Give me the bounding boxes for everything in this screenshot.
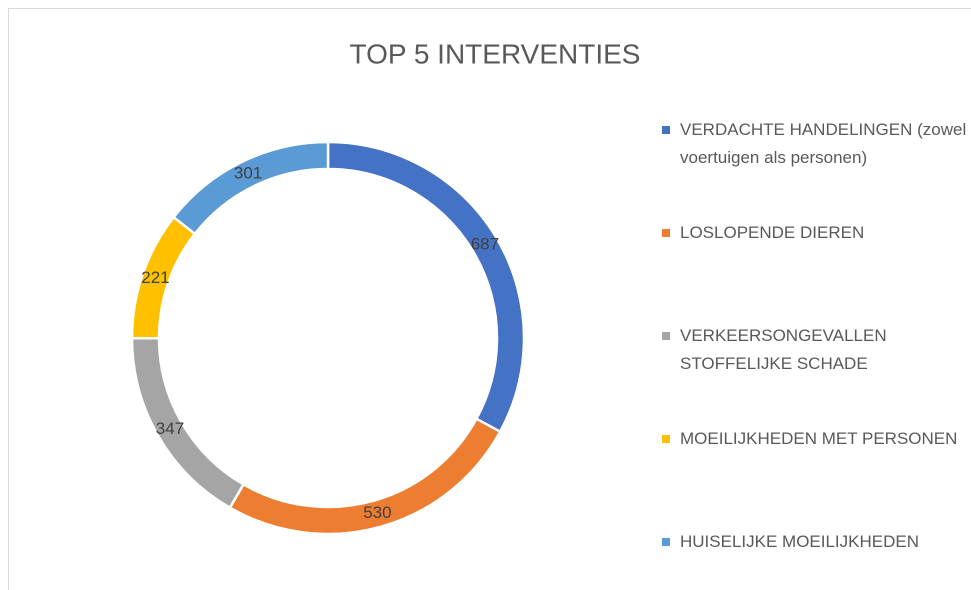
legend-entry: LOSLOPENDE DIEREN [662,219,971,247]
legend-label: VERKEERSONGEVALLEN STOFFELIJKE SCHADE [680,326,887,373]
legend-label: VERDACHTE HANDELINGEN (zowel voertuigen … [680,120,967,167]
chart-title: TOP 5 INTERVENTIES [350,38,641,69]
legend-entry: VERDACHTE HANDELINGEN (zowel voertuigen … [662,116,971,172]
legend-entry: HUISELIJKE MOEILIJKHEDEN [662,528,971,556]
data-label: 347 [156,419,184,438]
legend-entry: MOEILIJKHEDEN MET PERSONEN [662,425,971,453]
legend-swatch [662,126,670,134]
donut-slice [130,337,246,510]
legend-label: HUISELIJKE MOEILIJKHEDEN [680,532,920,551]
legend-label: MOEILIJKHEDEN MET PERSONEN [680,429,958,448]
data-label: 301 [234,163,262,182]
legend-entry: VERKEERSONGEVALLEN STOFFELIJKE SCHADE [662,322,971,378]
legend-swatch [662,538,670,546]
data-label: 687 [471,234,499,253]
data-label: 221 [141,268,169,287]
legend-label: LOSLOPENDE DIEREN [680,223,865,242]
donut-slice [171,140,330,236]
legend-swatch [662,229,670,237]
data-label: 530 [363,503,391,522]
chart-border [8,8,971,590]
legend-swatch [662,332,670,340]
legend-swatch [662,435,670,443]
donut-slice [326,140,526,434]
